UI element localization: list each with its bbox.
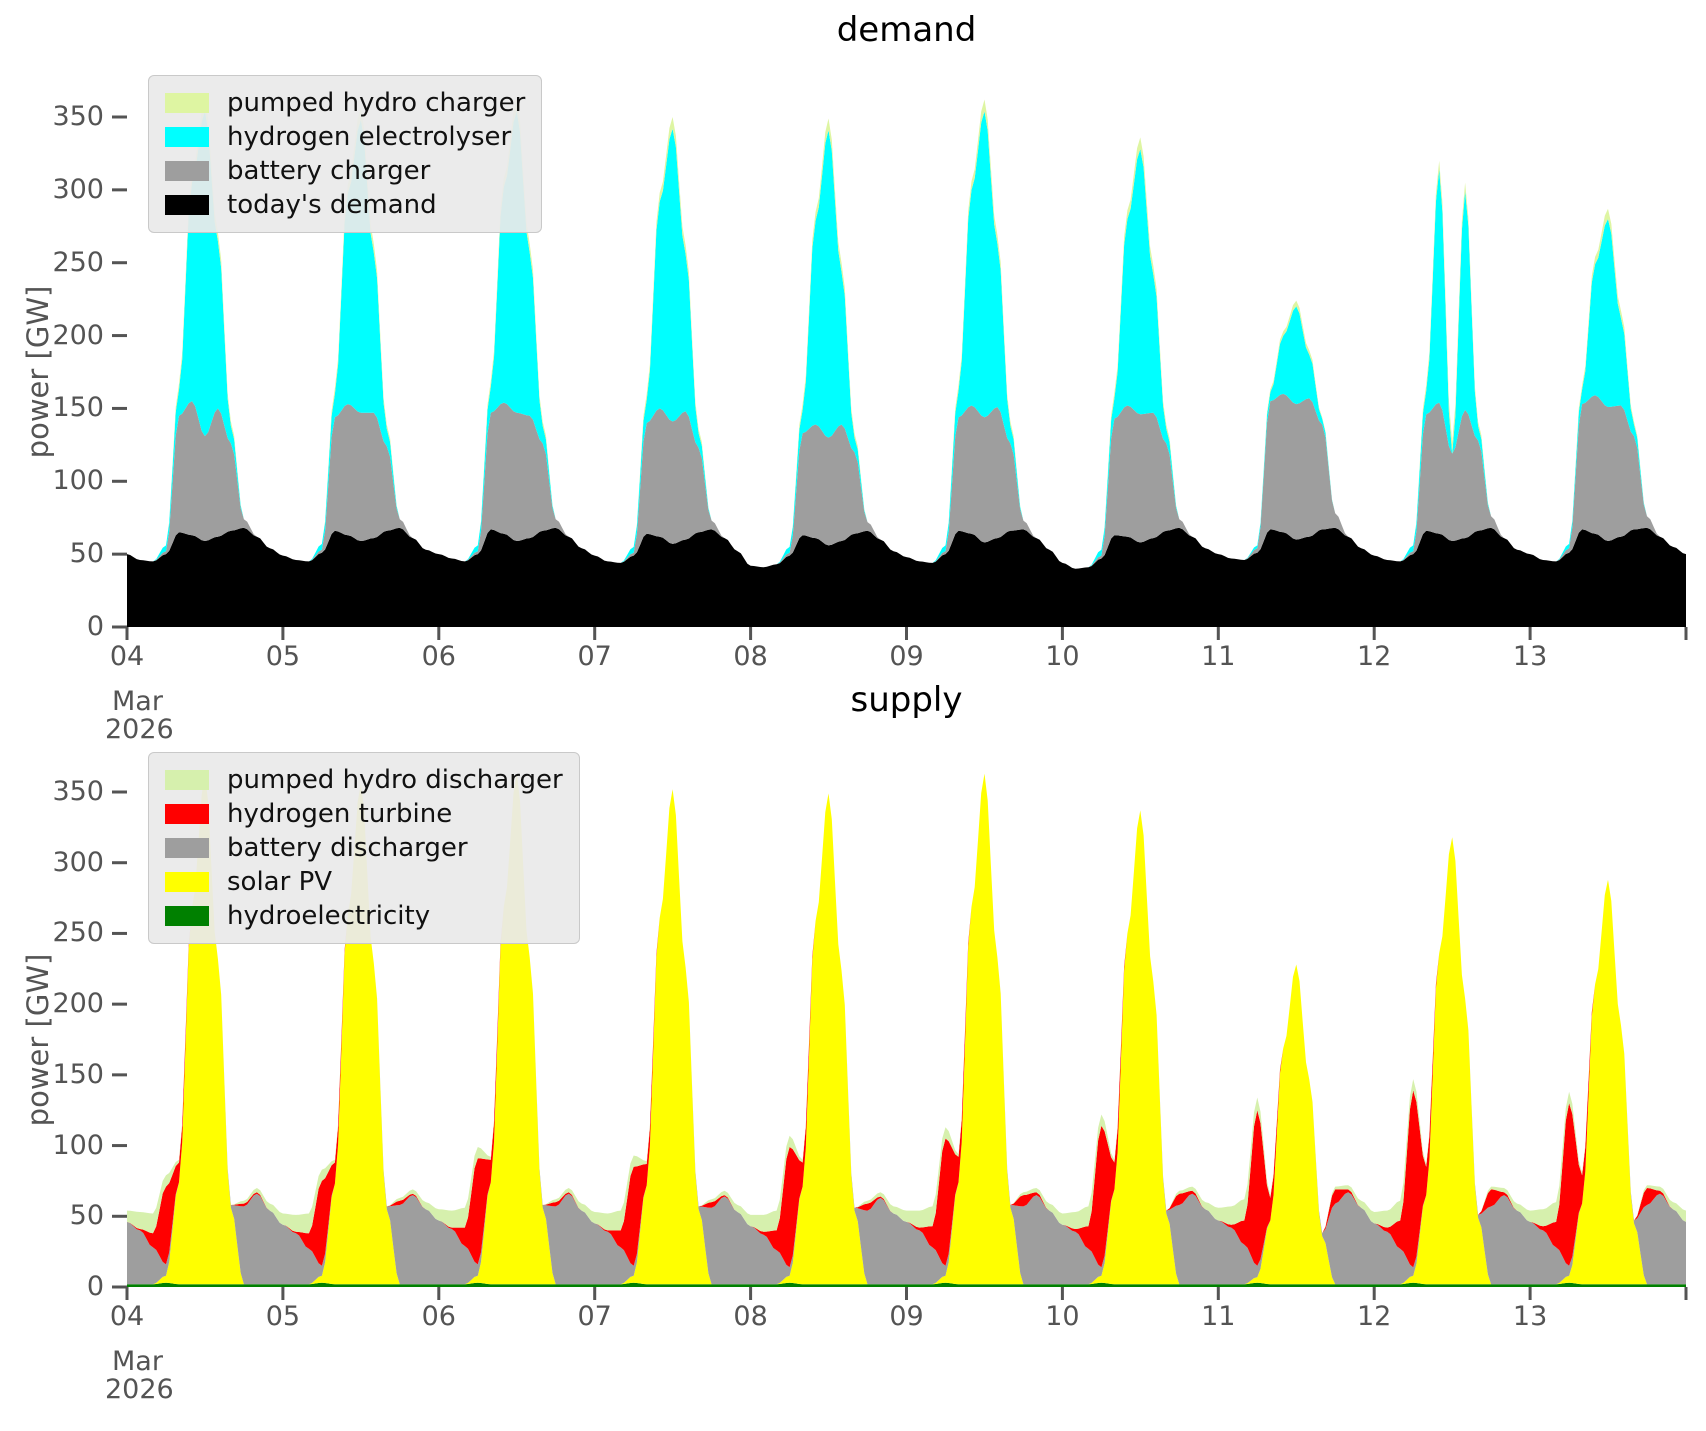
x-tick-label: 05 bbox=[265, 1301, 301, 1332]
y-tick-label: 150 bbox=[52, 1058, 104, 1090]
y-tick-label: 350 bbox=[52, 776, 104, 807]
x-tick-label: 09 bbox=[889, 1301, 924, 1332]
supply-x-offset-month: Mar bbox=[112, 1346, 163, 1377]
legend-item-pumped-hydro-discharger: pumped hydro discharger bbox=[165, 763, 563, 797]
y-tick-label: 50 bbox=[69, 1200, 104, 1232]
legend-label: today's demand bbox=[227, 190, 437, 220]
legend-label: solar PV bbox=[227, 867, 333, 897]
legend-label: battery discharger bbox=[227, 833, 468, 863]
demand-y-axis-label: power [GW] bbox=[21, 285, 55, 459]
x-tick-label: 04 bbox=[109, 641, 145, 672]
x-tick-label: 10 bbox=[1045, 1301, 1080, 1332]
legend-item-solar-pv: solar PV bbox=[165, 865, 563, 899]
supply-area-hydroelectricity bbox=[127, 1282, 1686, 1287]
y-tick-label: 150 bbox=[52, 392, 104, 424]
legend-swatch bbox=[165, 770, 209, 790]
legend-label: battery charger bbox=[227, 156, 431, 186]
supply-x-offset-year: 2026 bbox=[105, 1374, 174, 1405]
x-tick-label: 04 bbox=[109, 1301, 145, 1332]
demand-area-today-s-demand bbox=[127, 527, 1686, 627]
legend-item-battery-discharger: battery discharger bbox=[165, 831, 563, 865]
demand-x-offset-year: 2026 bbox=[105, 714, 174, 745]
legend-swatch bbox=[165, 906, 209, 926]
x-tick-label: 05 bbox=[265, 641, 301, 672]
legend-swatch bbox=[165, 872, 209, 892]
y-tick-label: 0 bbox=[86, 1271, 104, 1302]
supply-area-battery-discharger bbox=[127, 773, 1686, 1285]
x-tick-label: 06 bbox=[421, 1301, 456, 1332]
legend-item-today-s-demand: today's demand bbox=[165, 188, 525, 222]
x-tick-label: 10 bbox=[1045, 641, 1080, 672]
x-tick-label: 08 bbox=[733, 1301, 768, 1332]
legend-item-hydroelectricity: hydroelectricity bbox=[165, 899, 563, 933]
x-tick-label: 06 bbox=[421, 641, 456, 672]
y-tick-label: 200 bbox=[52, 988, 104, 1020]
x-tick-label: 13 bbox=[1512, 1301, 1548, 1332]
x-tick-label: 11 bbox=[1201, 1301, 1236, 1332]
demand-area-battery-charger bbox=[127, 393, 1686, 569]
x-tick-label: 12 bbox=[1357, 641, 1392, 672]
legend-swatch bbox=[165, 838, 209, 858]
y-tick-label: 50 bbox=[69, 538, 104, 570]
x-tick-label: 13 bbox=[1512, 641, 1548, 672]
x-tick-label: 08 bbox=[733, 641, 768, 672]
legend-item-hydrogen-electrolyser: hydrogen electrolyser bbox=[165, 120, 525, 154]
supply-y-axis-label: power [GW] bbox=[21, 953, 55, 1127]
legend-swatch bbox=[165, 93, 209, 113]
legend-label: hydroelectricity bbox=[227, 901, 431, 931]
x-tick-label: 07 bbox=[577, 1301, 612, 1332]
demand-legend: pumped hydro charger hydrogen electrolyse… bbox=[148, 75, 543, 233]
legend-label: hydrogen electrolyser bbox=[227, 122, 512, 152]
legend-swatch bbox=[165, 127, 209, 147]
legend-item-pumped-hydro-charger: pumped hydro charger bbox=[165, 86, 525, 120]
legend-label: pumped hydro charger bbox=[227, 88, 526, 118]
x-tick-label: 12 bbox=[1357, 1301, 1392, 1332]
y-tick-label: 250 bbox=[52, 917, 104, 949]
legend-item-battery-charger: battery charger bbox=[165, 154, 525, 188]
y-tick-label: 300 bbox=[52, 846, 104, 878]
legend-swatch bbox=[165, 804, 209, 824]
y-tick-label: 250 bbox=[52, 246, 104, 278]
supply-legend: pumped hydro discharger hydrogen turbine b… bbox=[148, 752, 580, 944]
legend-swatch bbox=[165, 161, 209, 181]
demand-x-offset-month: Mar bbox=[112, 686, 163, 717]
legend-item-hydrogen-turbine: hydrogen turbine bbox=[165, 797, 563, 831]
y-tick-label: 0 bbox=[86, 611, 104, 642]
y-tick-label: 100 bbox=[52, 465, 104, 497]
legend-label: hydrogen turbine bbox=[227, 799, 453, 829]
x-tick-label: 11 bbox=[1201, 641, 1236, 672]
y-tick-label: 300 bbox=[52, 173, 104, 205]
y-tick-label: 100 bbox=[52, 1129, 104, 1161]
legend-label: pumped hydro discharger bbox=[227, 765, 563, 795]
supply-chart-title: supply bbox=[850, 680, 963, 720]
x-tick-label: 09 bbox=[889, 641, 924, 672]
legend-swatch bbox=[165, 195, 209, 215]
y-tick-label: 200 bbox=[52, 319, 104, 351]
x-tick-label: 07 bbox=[577, 641, 612, 672]
y-tick-label: 350 bbox=[52, 101, 104, 132]
demand-chart-title: demand bbox=[836, 10, 977, 50]
